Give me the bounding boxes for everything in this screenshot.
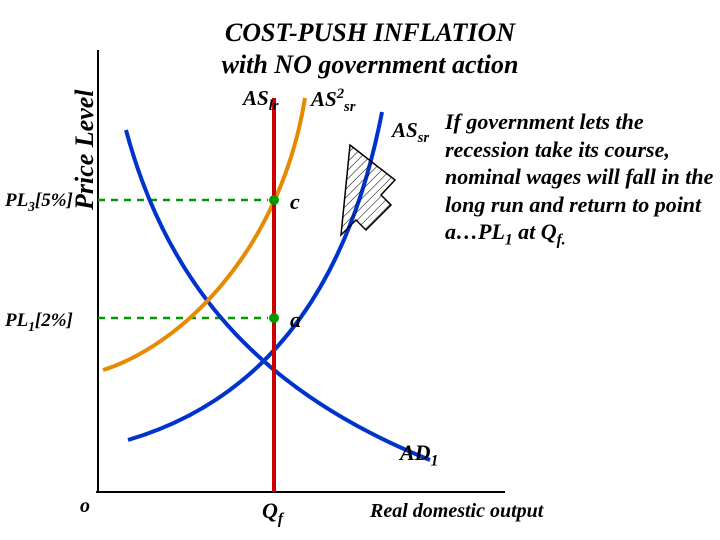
title-line1: COST-PUSH INFLATION <box>160 18 580 48</box>
price-level-1-label: PL1[2%] <box>5 310 73 335</box>
explanation-paragraph: If government lets the recession take it… <box>445 108 715 250</box>
title-line2: with NO government action <box>160 50 580 80</box>
ad1-label: AD1 <box>400 440 438 470</box>
qf-label: Qf <box>262 498 283 528</box>
x-axis-label: Real domestic output <box>370 500 543 523</box>
as2-sr-label: AS2sr <box>311 86 355 116</box>
price-level-3-label: PL3[5%] <box>5 190 73 215</box>
point-a-label: a <box>290 307 301 333</box>
origin-label: o <box>80 495 90 518</box>
diagram-svg <box>0 0 720 540</box>
point-c-label: c <box>290 189 300 215</box>
as-sr-label: ASsr <box>392 118 429 147</box>
as-lr-label: ASlr <box>243 86 278 115</box>
y-axis-label: Price Level <box>70 60 100 210</box>
